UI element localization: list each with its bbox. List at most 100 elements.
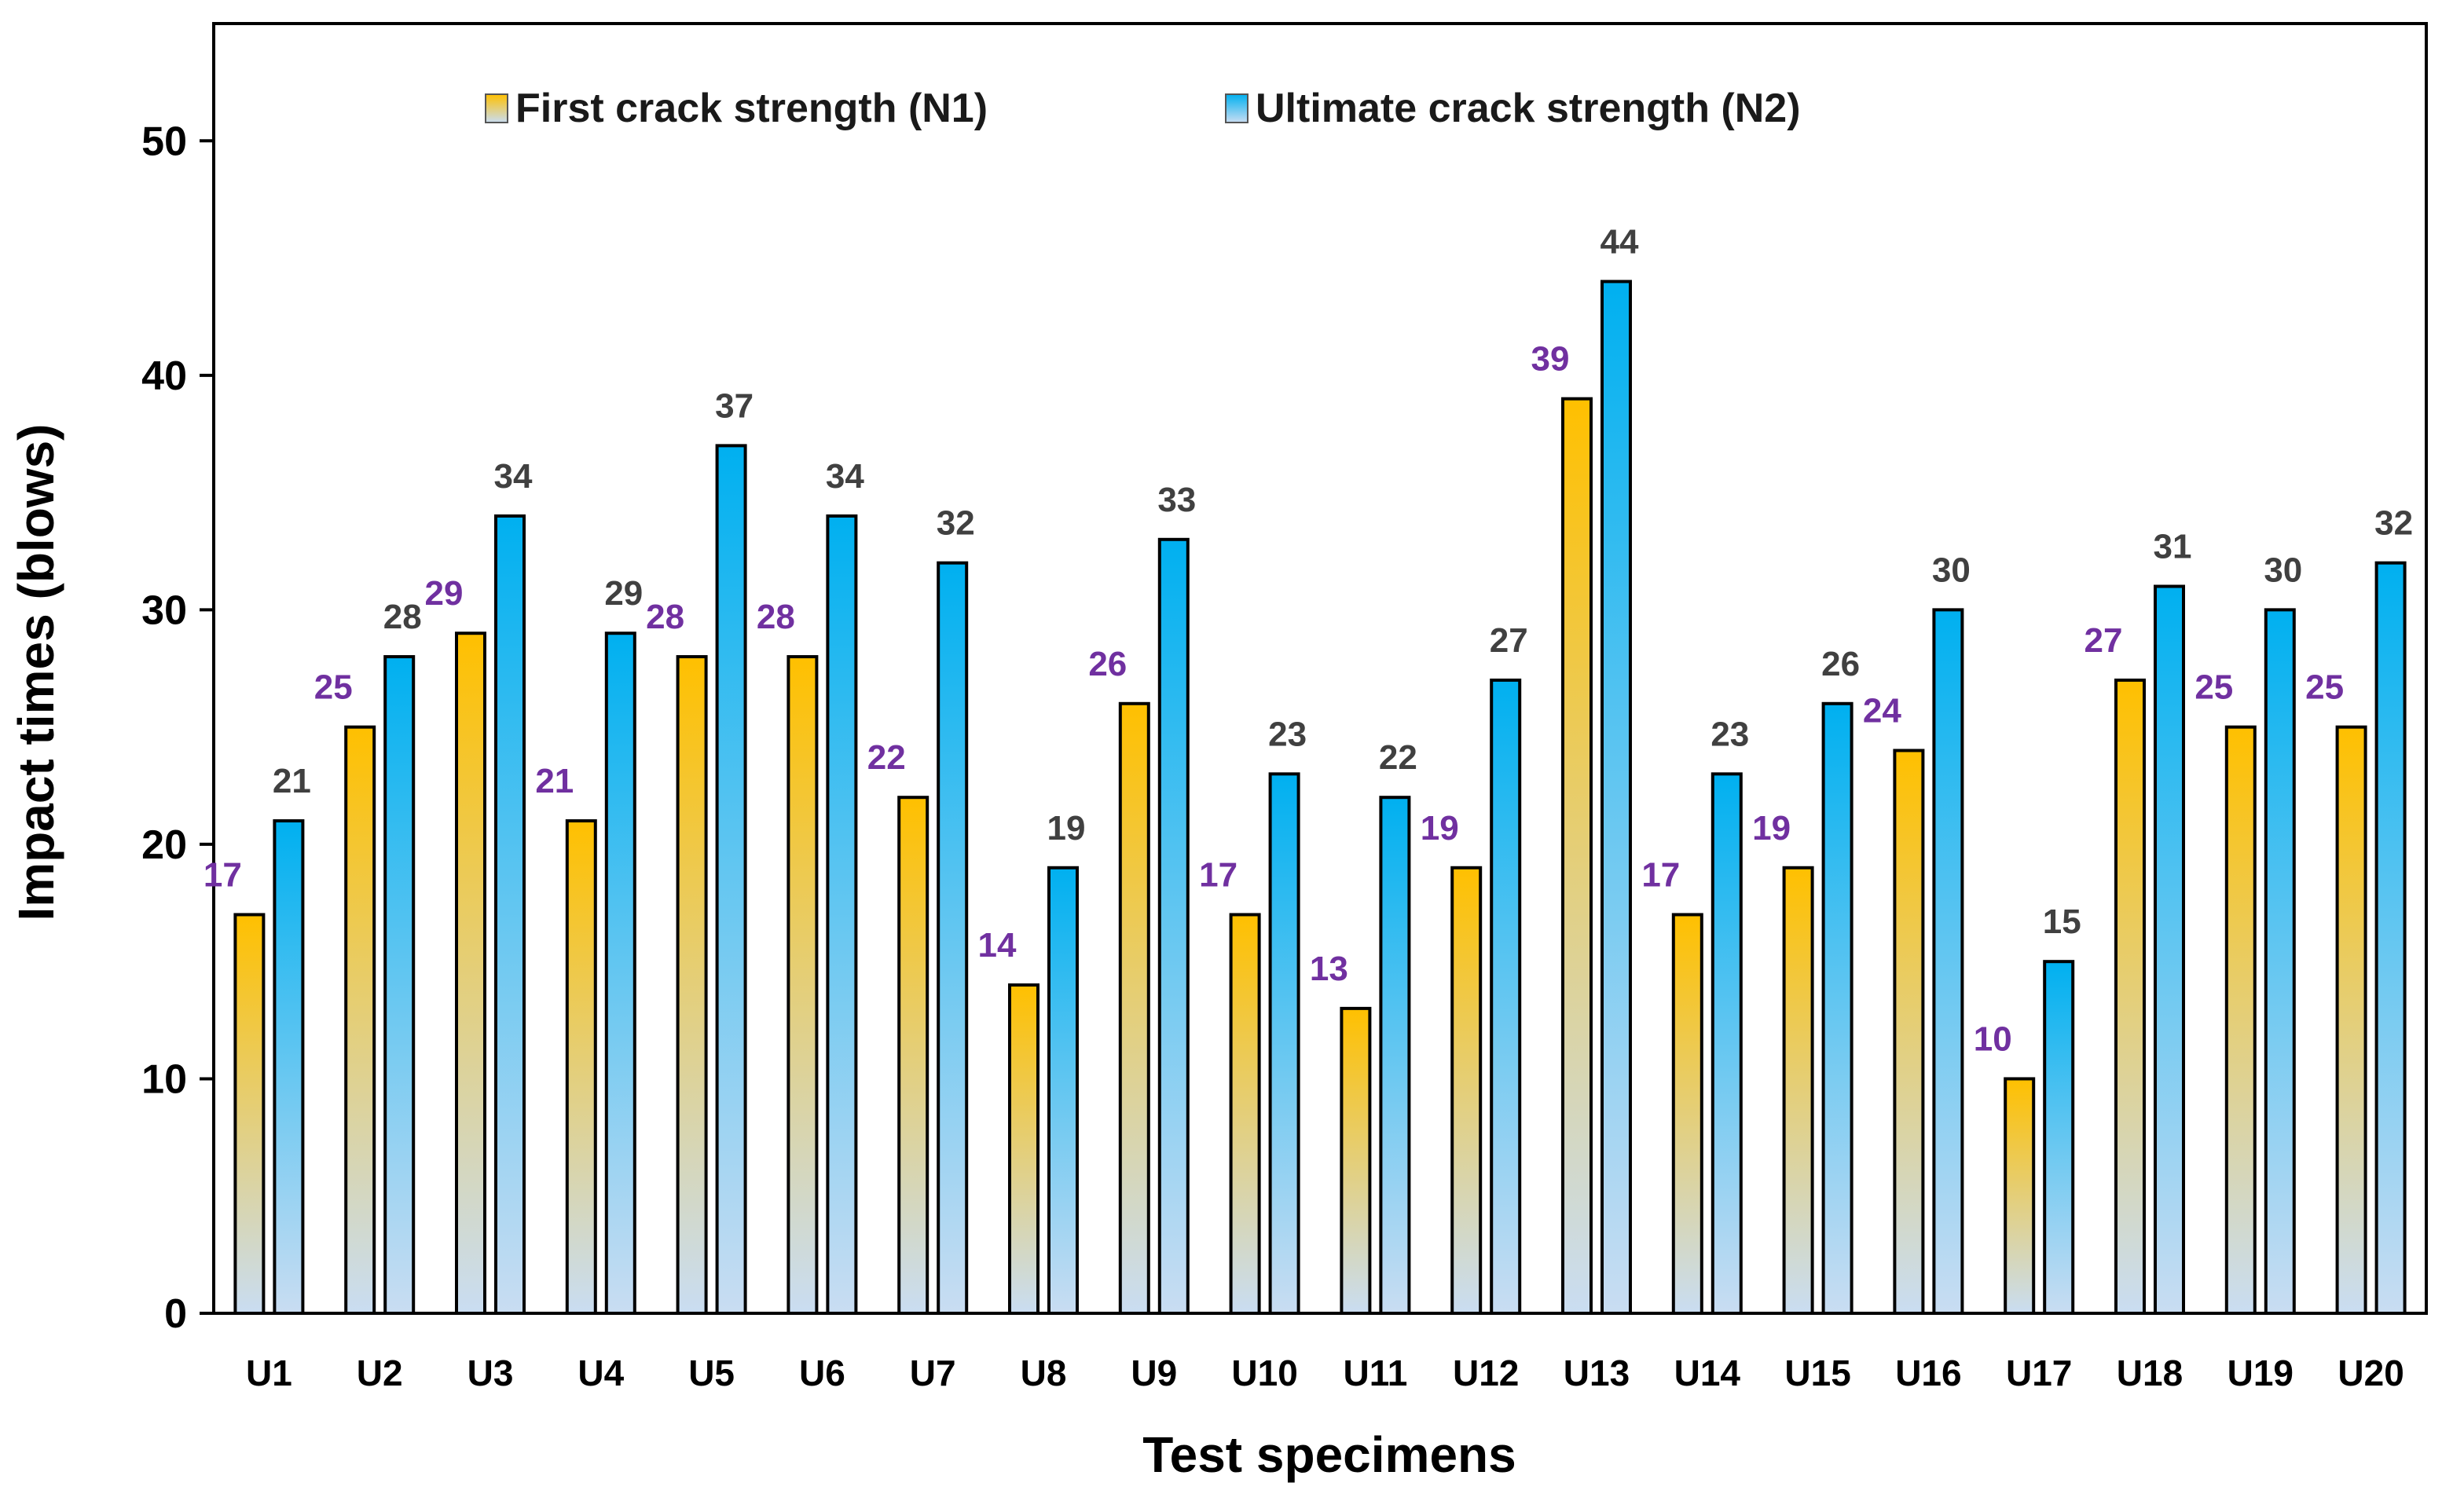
bars xyxy=(233,280,2407,1316)
bar-n2-u6 xyxy=(826,514,858,1315)
bar-n1-u16 xyxy=(1893,749,1925,1315)
bar-n1-u6 xyxy=(786,655,819,1315)
bar-n2-u16 xyxy=(1932,608,1964,1315)
bar-n2-u19 xyxy=(2264,608,2296,1315)
x-tick-label-u16: U16 xyxy=(1895,1353,1961,1393)
bar-n1-u7 xyxy=(897,796,930,1315)
y-axis-ticks: 0 10 20 30 40 50 xyxy=(141,119,214,1337)
data-label-n2-u14: 23 xyxy=(1710,715,1749,753)
x-tick-label-u19: U19 xyxy=(2228,1353,2294,1393)
bar-n1-u11 xyxy=(1340,1006,1372,1315)
y-tick-label: 0 xyxy=(164,1291,187,1337)
data-label-n2-u13: 44 xyxy=(1600,222,1639,261)
bar-n2-u3 xyxy=(494,514,526,1315)
bar-n1-u5 xyxy=(676,655,708,1315)
x-tick-label-u5: U5 xyxy=(688,1353,735,1393)
legend: First crack strength (N1) Ultimate crack … xyxy=(485,86,1801,131)
y-tick-label: 40 xyxy=(141,353,187,399)
bar-n1-u8 xyxy=(1008,983,1040,1315)
bar-n2-u5 xyxy=(715,444,747,1315)
bar-n1-u1 xyxy=(233,913,266,1316)
data-label-n2-u18: 31 xyxy=(2154,528,2192,566)
bar-n1-u19 xyxy=(2224,725,2257,1315)
data-label-n2-u19: 30 xyxy=(2264,551,2302,589)
y-axis-title: Impact times (blows) xyxy=(8,424,64,921)
data-label-n1-u13: 39 xyxy=(1531,340,1570,379)
legend-label-n2: Ultimate crack strength (N2) xyxy=(1256,86,1801,131)
x-tick-label-u1: U1 xyxy=(246,1353,292,1393)
bar-n2-u7 xyxy=(937,561,969,1315)
data-label-n1-u14: 17 xyxy=(1641,855,1680,894)
bar-n1-u3 xyxy=(455,632,486,1315)
data-label-n1-u1: 17 xyxy=(204,855,242,894)
x-tick-label-u12: U12 xyxy=(1453,1353,1519,1393)
plot-frame xyxy=(212,22,2428,1315)
data-label-n2-u5: 37 xyxy=(715,386,754,425)
bar-n2-u12 xyxy=(1490,678,1522,1315)
data-label-n2-u15: 26 xyxy=(1821,645,1860,683)
plot-area-border xyxy=(212,22,2428,1315)
bar-n2-u11 xyxy=(1379,796,1411,1315)
x-tick-label-u3: U3 xyxy=(468,1353,514,1393)
x-tick-label-u14: U14 xyxy=(1674,1353,1741,1393)
data-label-n1-u20: 25 xyxy=(2305,668,2344,707)
data-label-n2-u1: 21 xyxy=(273,762,311,800)
x-tick-label-u20: U20 xyxy=(2338,1353,2404,1393)
data-label-n1-u17: 10 xyxy=(1974,1020,2012,1058)
y-tick-label: 20 xyxy=(141,822,187,868)
bar-n2-u1 xyxy=(273,819,305,1315)
x-tick-label-u6: U6 xyxy=(799,1353,845,1393)
data-label-n1-u9: 26 xyxy=(1088,645,1127,683)
data-label-n2-u20: 32 xyxy=(2374,504,2413,543)
data-label-n2-u6: 34 xyxy=(826,457,864,496)
bar-n1-u14 xyxy=(1671,913,1703,1316)
data-label-n1-u11: 13 xyxy=(1310,950,1348,988)
x-tick-label-u9: U9 xyxy=(1131,1353,1177,1393)
bar-n2-u18 xyxy=(2154,584,2185,1315)
data-label-n1-u16: 24 xyxy=(1863,691,1901,730)
bar-n2-u2 xyxy=(383,655,416,1315)
data-label-n2-u8: 19 xyxy=(1047,809,1086,848)
legend-swatch-n2 xyxy=(1225,93,1248,123)
data-label-n2-u7: 32 xyxy=(937,504,975,543)
data-label-n1-u12: 19 xyxy=(1421,809,1459,848)
data-label-n1-u6: 28 xyxy=(757,598,795,636)
x-tick-label-u10: U10 xyxy=(1231,1353,1297,1393)
data-label-n1-u15: 19 xyxy=(1752,809,1791,848)
x-tick-label-u4: U4 xyxy=(578,1353,624,1393)
bar-n1-u17 xyxy=(2004,1077,2036,1316)
bar-n1-u10 xyxy=(1229,913,1261,1316)
data-label-n2-u11: 22 xyxy=(1379,738,1417,777)
bar-n1-u4 xyxy=(565,819,597,1315)
data-label-n1-u19: 25 xyxy=(2194,668,2233,707)
bar-n2-u15 xyxy=(1821,701,1854,1315)
x-tick-label-u13: U13 xyxy=(1564,1353,1630,1393)
bar-n2-u10 xyxy=(1268,772,1300,1315)
bar-n2-u20 xyxy=(2374,561,2407,1315)
bar-n1-u13 xyxy=(1561,397,1593,1315)
data-label-n1-u10: 17 xyxy=(1199,855,1238,894)
data-label-n2-u9: 33 xyxy=(1157,481,1196,519)
data-label-n2-u3: 34 xyxy=(494,457,533,496)
bar-n1-u9 xyxy=(1118,701,1150,1315)
data-label-n1-u7: 22 xyxy=(867,738,906,777)
bar-n2-u9 xyxy=(1157,537,1190,1315)
x-tick-label-u11: U11 xyxy=(1343,1353,1407,1393)
data-label-n1-u4: 21 xyxy=(535,762,574,800)
bar-n2-u8 xyxy=(1047,866,1079,1316)
data-label-n2-u16: 30 xyxy=(1932,551,1971,589)
bar-n2-u13 xyxy=(1600,280,1632,1315)
x-tick-label-u18: U18 xyxy=(2117,1353,2183,1393)
x-tick-label-u2: U2 xyxy=(357,1353,403,1393)
bar-n1-u15 xyxy=(1782,866,1814,1316)
bar-n1-u18 xyxy=(2114,678,2146,1315)
x-tick-label-u15: U15 xyxy=(1784,1353,1850,1393)
x-axis-title: Test specimens xyxy=(1142,1426,1516,1483)
x-axis-labels: U1 U2 U3 U4 U5 U6 U7 U8 U9 U10 U11 U12 U13 U14 U15 U16 U… xyxy=(246,1353,2404,1393)
data-label-n1-u3: 29 xyxy=(425,574,464,613)
y-tick-label: 50 xyxy=(141,119,187,164)
data-label-n2-u4: 29 xyxy=(604,574,643,613)
data-label-n1-u2: 25 xyxy=(314,668,353,707)
bar-n2-u17 xyxy=(2043,960,2075,1315)
